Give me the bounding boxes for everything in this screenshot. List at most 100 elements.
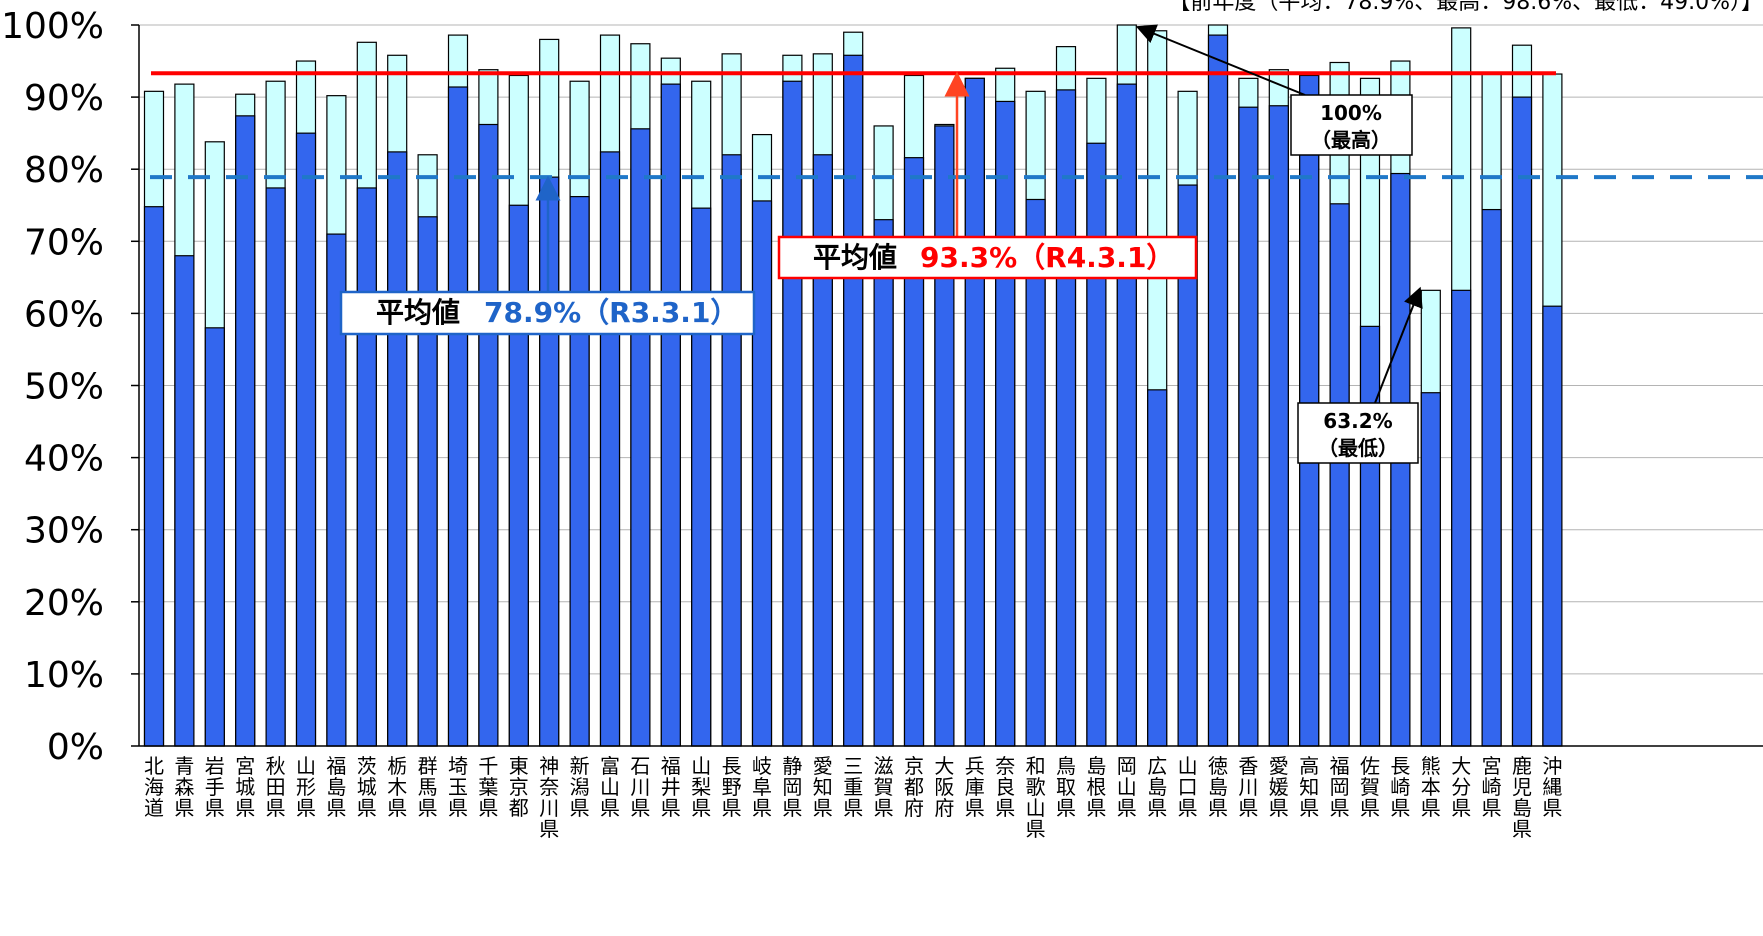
x-category-label: 山形県 bbox=[296, 754, 316, 820]
bar-previous bbox=[174, 255, 195, 747]
y-tick-label: 80% bbox=[24, 150, 104, 191]
bar-previous bbox=[1511, 96, 1533, 747]
y-axis-tick-labels: 0% 10% 20% 30% 40% 50% 60% 70% 80% 90% 100% bbox=[1, 6, 104, 768]
y-tick-label: 10% bbox=[24, 655, 104, 696]
x-category-label: 新潟県 bbox=[570, 754, 590, 820]
min-callout-label: （最低） bbox=[1318, 436, 1398, 460]
y-tick-label: 90% bbox=[24, 78, 104, 119]
bar-previous bbox=[995, 100, 1016, 747]
top-note: 【前年度（平均：78.9%、最高：98.6%、最低：49.0%）】 bbox=[1168, 0, 1763, 15]
x-category-label: 北海道 bbox=[144, 754, 164, 820]
bar-previous bbox=[508, 204, 529, 747]
y-tick-label: 20% bbox=[24, 583, 104, 624]
bar-previous bbox=[934, 125, 955, 747]
x-category-label: 宮城県 bbox=[235, 754, 255, 820]
min-callout-box bbox=[1297, 402, 1419, 464]
x-category-label: 栃木県 bbox=[387, 754, 407, 820]
bar-previous bbox=[843, 54, 864, 747]
avg-previous-box bbox=[339, 290, 756, 336]
bar-previous bbox=[1147, 389, 1168, 747]
x-category-label: 高知県 bbox=[1299, 754, 1319, 820]
x-axis-category-labels: 北海道青森県岩手県宮城県秋田県山形県福島県茨城県栃木県群馬県埼玉県千葉県東京都神… bbox=[144, 754, 1562, 841]
bar-previous bbox=[1055, 89, 1077, 747]
bar-previous bbox=[721, 154, 742, 747]
avg-current-box bbox=[777, 235, 1198, 280]
x-category-label: 福岡県 bbox=[1330, 754, 1350, 820]
x-category-label: 鹿児島県 bbox=[1512, 754, 1532, 841]
bar-previous bbox=[1268, 105, 1289, 747]
x-category-label: 広島県 bbox=[1147, 754, 1167, 820]
y-tick-label: 40% bbox=[24, 439, 104, 480]
x-category-label: 佐賀県 bbox=[1360, 754, 1380, 820]
x-category-label: 福井県 bbox=[661, 754, 681, 820]
x-category-label: 鳥取県 bbox=[1056, 754, 1076, 820]
bar-previous bbox=[630, 128, 651, 747]
bar-previous bbox=[1542, 305, 1563, 747]
y-tick-label: 100% bbox=[1, 6, 104, 47]
bar-previous bbox=[265, 187, 286, 747]
avg-current-value: 93.3%（R4.3.1） bbox=[920, 241, 1174, 274]
max-callout-label: （最高） bbox=[1311, 128, 1391, 152]
x-category-label: 岡山県 bbox=[1117, 754, 1137, 820]
x-category-label: 石川県 bbox=[630, 754, 650, 820]
bar-previous bbox=[1451, 289, 1472, 747]
x-category-label: 宮崎県 bbox=[1482, 754, 1502, 820]
bar-previous bbox=[599, 151, 621, 747]
x-category-label: 徳島県 bbox=[1208, 754, 1228, 820]
bar-previous bbox=[1329, 203, 1350, 747]
x-category-label: 滋賀県 bbox=[874, 754, 894, 820]
x-category-label: 青森県 bbox=[174, 754, 194, 820]
bar-previous bbox=[143, 206, 165, 747]
x-category-label: 奈良県 bbox=[995, 754, 1015, 820]
x-category-label: 京都府 bbox=[904, 754, 924, 820]
y-tick-label: 70% bbox=[24, 222, 104, 263]
bar-previous bbox=[235, 115, 256, 747]
bar-previous bbox=[691, 207, 712, 747]
x-category-label: 群馬県 bbox=[418, 754, 438, 820]
bar-previous bbox=[295, 132, 317, 747]
x-category-label: 和歌山県 bbox=[1026, 754, 1046, 841]
y-tick-label: 50% bbox=[24, 367, 104, 408]
bar-previous bbox=[356, 187, 377, 747]
bar-previous bbox=[1238, 106, 1259, 747]
x-category-label: 神奈川県 bbox=[539, 754, 559, 841]
x-category-label: 東京都 bbox=[509, 754, 529, 820]
x-category-label: 埼玉県 bbox=[448, 754, 468, 820]
bar-previous bbox=[1420, 392, 1441, 747]
y-tick-label: 0% bbox=[47, 727, 104, 768]
bar-previous bbox=[1086, 142, 1107, 747]
avg-previous-label: 平均値 bbox=[376, 296, 460, 329]
x-category-label: 静岡県 bbox=[782, 754, 802, 820]
x-category-label: 長野県 bbox=[722, 754, 742, 820]
max-callout-arrow bbox=[1135, 24, 1306, 96]
avg-current-label: 平均値 bbox=[813, 241, 897, 274]
x-category-label: 大阪府 bbox=[934, 754, 954, 820]
bar-previous bbox=[751, 200, 773, 747]
x-category-label: 大分県 bbox=[1451, 754, 1471, 820]
bar-previous bbox=[447, 86, 469, 747]
x-category-label: 秋田県 bbox=[266, 754, 286, 820]
x-category-label: 茨城県 bbox=[357, 754, 377, 820]
x-category-label: 愛知県 bbox=[813, 754, 833, 820]
x-category-label: 山梨県 bbox=[691, 754, 711, 820]
x-category-label: 熊本県 bbox=[1421, 754, 1441, 820]
bar-previous bbox=[478, 123, 499, 747]
x-category-label: 千葉県 bbox=[478, 754, 498, 820]
bar-previous bbox=[1481, 208, 1502, 747]
bar-previous bbox=[782, 80, 803, 747]
bar-previous bbox=[569, 195, 590, 747]
max-callout-value: 100% bbox=[1320, 101, 1382, 125]
x-category-label: 岐阜県 bbox=[752, 754, 772, 820]
min-callout-arrow bbox=[1374, 286, 1423, 404]
bar-previous bbox=[660, 83, 681, 747]
bar-previous bbox=[387, 151, 408, 747]
bar-previous bbox=[1359, 325, 1381, 747]
bar-previous bbox=[204, 327, 225, 747]
x-category-label: 兵庫県 bbox=[965, 754, 985, 820]
x-category-label: 三重県 bbox=[843, 754, 863, 820]
x-category-label: 富山県 bbox=[600, 754, 620, 820]
x-category-label: 長崎県 bbox=[1390, 754, 1410, 820]
x-category-label: 岩手県 bbox=[205, 754, 225, 820]
min-callout-value: 63.2% bbox=[1323, 409, 1392, 433]
